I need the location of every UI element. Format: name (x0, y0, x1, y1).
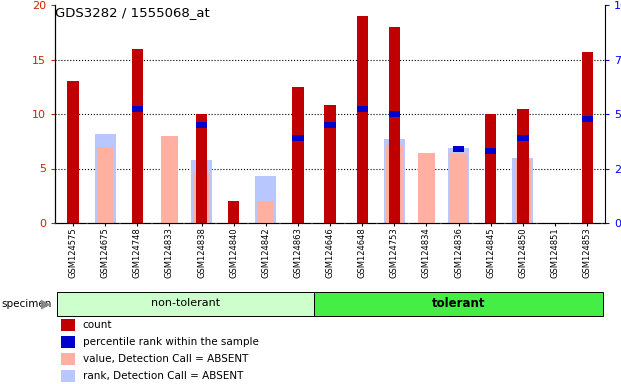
Text: specimen: specimen (1, 299, 52, 309)
Text: ▶: ▶ (42, 298, 51, 311)
Bar (448, 148, 469, 223)
Bar (389, 111, 400, 117)
Bar (418, 153, 435, 223)
Bar (517, 109, 528, 223)
Bar (196, 114, 207, 223)
Bar (255, 176, 276, 223)
Bar (258, 201, 274, 223)
Bar (67, 81, 79, 223)
Bar (356, 106, 368, 111)
FancyBboxPatch shape (57, 291, 314, 316)
Bar (97, 147, 114, 223)
Bar (292, 87, 304, 223)
Bar (193, 173, 210, 223)
Bar (61, 353, 75, 365)
Bar (485, 114, 496, 223)
Text: non-tolerant: non-tolerant (151, 298, 220, 308)
Bar (161, 136, 178, 223)
Bar (94, 134, 116, 223)
Bar (581, 116, 593, 122)
Bar (228, 201, 239, 223)
Bar (324, 122, 336, 128)
Bar (61, 369, 75, 382)
Bar (356, 16, 368, 223)
Bar (196, 122, 207, 128)
Text: value, Detection Call = ABSENT: value, Detection Call = ABSENT (83, 354, 248, 364)
Bar (389, 27, 400, 223)
Bar (386, 144, 402, 223)
Bar (292, 135, 304, 141)
Bar (515, 160, 531, 223)
Bar (191, 160, 212, 223)
Bar (61, 319, 75, 331)
Bar (581, 52, 593, 223)
Bar (453, 146, 465, 152)
Bar (450, 154, 467, 223)
Bar (324, 105, 336, 223)
Bar (384, 139, 405, 223)
Bar (61, 336, 75, 348)
Text: tolerant: tolerant (432, 297, 486, 310)
Text: count: count (83, 320, 112, 330)
Bar (512, 157, 533, 223)
Text: percentile rank within the sample: percentile rank within the sample (83, 337, 258, 347)
Text: GDS3282 / 1555068_at: GDS3282 / 1555068_at (55, 6, 210, 19)
Bar (132, 49, 143, 223)
FancyBboxPatch shape (314, 291, 603, 316)
Bar (517, 135, 528, 141)
Bar (485, 148, 496, 154)
Text: rank, Detection Call = ABSENT: rank, Detection Call = ABSENT (83, 371, 243, 381)
Bar (132, 106, 143, 111)
